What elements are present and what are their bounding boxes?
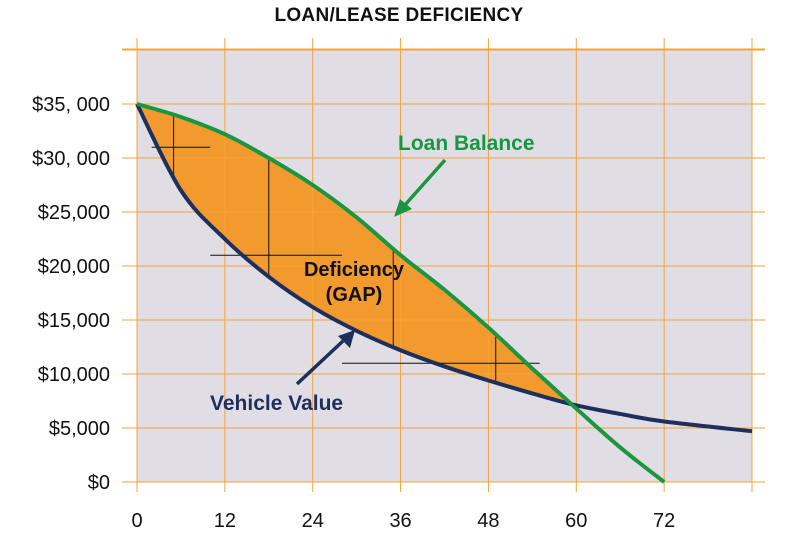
y-tick-label: $15,000 bbox=[38, 310, 110, 332]
y-tick-label: $20,000 bbox=[38, 256, 110, 278]
y-tick-labels: $0 $5,000 $10,000 $15,000 $20,000 $25,000 $30,… bbox=[32, 94, 110, 494]
loan-balance-arrowhead bbox=[394, 199, 412, 217]
loan-balance-arrow bbox=[402, 158, 447, 208]
gridlines bbox=[122, 38, 765, 492]
y-tick-label: $5,000 bbox=[49, 418, 110, 440]
vehicle-value-label: Vehicle Value bbox=[210, 392, 343, 415]
x-tick-label: 60 bbox=[565, 510, 587, 532]
y-tick-label: $30, 000 bbox=[32, 148, 110, 170]
chart-title: LOAN/LEASE DEFICIENCY bbox=[274, 5, 524, 26]
vehicle-value-arrowhead bbox=[338, 330, 355, 348]
loan-balance-line bbox=[136, 102, 666, 484]
y-tick-label: $35, 000 bbox=[32, 94, 110, 116]
loan-balance-label: Loan Balance bbox=[398, 132, 535, 155]
vehicle-value-line bbox=[135, 103, 753, 434]
y-tick-label: $10,000 bbox=[38, 364, 110, 386]
y-tick-label: $25,000 bbox=[38, 202, 110, 224]
x-tick-label: 24 bbox=[302, 510, 324, 532]
deficiency-label: Deficiency bbox=[304, 259, 405, 281]
x-tick-label: 12 bbox=[214, 510, 236, 532]
vehicle-value-arrow bbox=[295, 339, 345, 386]
deficiency-area bbox=[137, 104, 569, 404]
x-tick-label: 72 bbox=[653, 510, 675, 532]
x-tick-label: 48 bbox=[477, 510, 499, 532]
gap-label: (GAP) bbox=[326, 284, 383, 306]
x-tick-labels: 0 12 24 36 48 60 72 bbox=[131, 510, 675, 532]
y-tick-label: $0 bbox=[88, 472, 110, 494]
x-tick-label: 0 bbox=[131, 510, 142, 532]
x-tick-label: 36 bbox=[389, 510, 411, 532]
